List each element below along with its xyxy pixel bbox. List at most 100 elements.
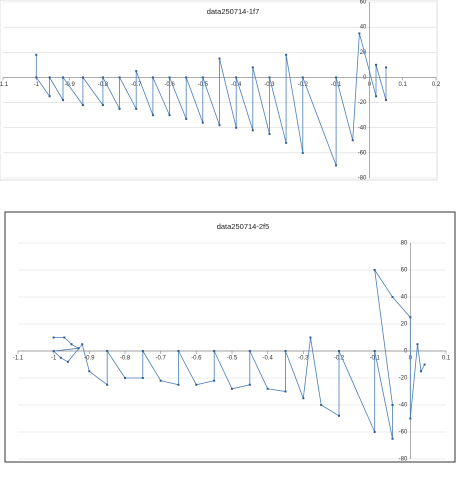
point xyxy=(213,379,216,382)
x-tick-label: -0.7 xyxy=(155,356,166,362)
point xyxy=(284,390,287,393)
x-tick-label: -1 xyxy=(34,82,40,88)
point xyxy=(423,363,426,366)
point xyxy=(141,350,144,352)
point xyxy=(302,397,305,400)
point xyxy=(251,129,254,132)
chart-title: data250714-2f5 xyxy=(217,222,270,231)
point xyxy=(251,66,254,69)
point xyxy=(177,383,180,386)
point xyxy=(48,95,51,98)
point xyxy=(168,76,171,79)
point xyxy=(52,350,55,352)
point xyxy=(168,114,171,117)
point xyxy=(391,437,394,440)
point xyxy=(63,336,66,339)
point xyxy=(106,350,109,352)
x-tick-label: 0.2 xyxy=(432,82,441,88)
x-tick-label: -1.1 xyxy=(13,356,24,362)
point xyxy=(59,356,62,359)
x-tick-label: -1 xyxy=(51,356,57,362)
point xyxy=(195,383,198,386)
x-tick-label: -0.5 xyxy=(227,356,238,362)
x-tick-label: -1.1 xyxy=(0,82,9,88)
y-tick-label: 60 xyxy=(360,0,367,6)
point xyxy=(218,57,221,60)
point xyxy=(373,431,376,433)
x-tick-label: -0.9 xyxy=(64,82,75,88)
point xyxy=(373,350,376,352)
point xyxy=(338,350,340,352)
y-tick-label: -60 xyxy=(399,430,408,436)
point xyxy=(106,383,109,386)
point xyxy=(159,379,162,382)
y-tick-label: 20 xyxy=(401,322,408,328)
point xyxy=(385,99,388,102)
point xyxy=(201,76,204,79)
point xyxy=(118,107,121,110)
point xyxy=(151,76,154,79)
point xyxy=(375,63,378,66)
point xyxy=(335,164,338,167)
point xyxy=(416,343,419,346)
point xyxy=(213,350,216,352)
point xyxy=(248,383,251,386)
point xyxy=(373,269,376,271)
point xyxy=(248,350,251,352)
point xyxy=(391,296,394,298)
point xyxy=(268,76,271,79)
point xyxy=(358,32,361,35)
point xyxy=(320,404,323,406)
y-tick-label: -80 xyxy=(358,176,367,182)
y-tick-label: 40 xyxy=(360,25,367,31)
point xyxy=(218,124,221,127)
point xyxy=(201,121,204,124)
series-line xyxy=(35,33,387,166)
y-tick-label: -20 xyxy=(358,100,367,106)
x-tick-label: -0.4 xyxy=(262,356,273,362)
chart-frame xyxy=(4,211,456,463)
point xyxy=(135,70,138,73)
point xyxy=(35,76,38,79)
point xyxy=(118,76,121,79)
point xyxy=(351,139,354,142)
point xyxy=(124,377,126,379)
point xyxy=(101,104,104,107)
point xyxy=(77,347,80,350)
x-tick-label: -0.6 xyxy=(191,356,202,362)
y-tick-label: 0 xyxy=(363,75,367,81)
series-line xyxy=(52,269,425,439)
point xyxy=(235,126,238,129)
chart-frame xyxy=(0,0,438,181)
point xyxy=(375,95,378,98)
point xyxy=(48,76,51,79)
point xyxy=(81,104,84,107)
y-tick-label: -60 xyxy=(358,150,367,156)
point xyxy=(420,370,423,373)
y-tick-label: 40 xyxy=(401,295,408,301)
point xyxy=(70,343,73,346)
point xyxy=(177,350,180,352)
x-tick-label: 0.1 xyxy=(399,82,408,88)
point xyxy=(409,417,412,420)
point xyxy=(101,76,104,79)
chart-title: data250714-1f7 xyxy=(207,7,260,16)
point xyxy=(81,343,84,346)
point xyxy=(301,76,304,79)
point xyxy=(88,370,91,373)
point xyxy=(81,76,84,79)
x-tick-label: -0.8 xyxy=(120,356,131,362)
point xyxy=(135,107,138,110)
y-tick-label: 0 xyxy=(404,349,408,355)
point xyxy=(185,76,188,79)
y-tick-label: -40 xyxy=(399,403,408,409)
point xyxy=(61,76,64,79)
y-tick-label: -80 xyxy=(399,457,408,463)
x-tick-label: -0.9 xyxy=(84,356,95,362)
point xyxy=(66,360,69,363)
x-tick-label: -0.3 xyxy=(298,356,309,362)
point xyxy=(335,76,338,79)
point xyxy=(35,53,38,56)
y-tick-label: 80 xyxy=(401,241,408,247)
point xyxy=(235,76,238,79)
